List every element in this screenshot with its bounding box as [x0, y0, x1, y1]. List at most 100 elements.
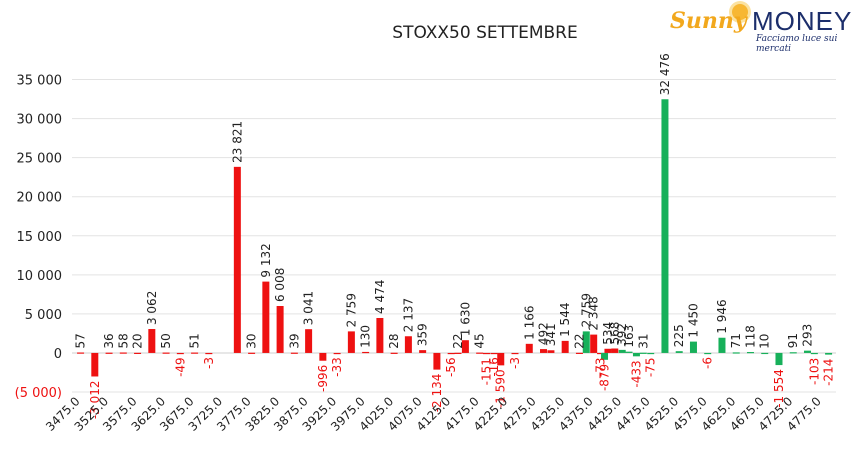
bar — [575, 352, 583, 354]
bar — [810, 352, 818, 355]
bar — [91, 352, 99, 377]
data-label: 58 — [116, 333, 130, 348]
bar — [447, 352, 455, 355]
bar — [134, 352, 142, 354]
bar — [390, 352, 398, 354]
data-label: 1 166 — [522, 305, 536, 339]
bar — [333, 352, 341, 355]
data-label: 51 — [188, 333, 202, 348]
bar — [347, 331, 355, 353]
y-tick-label: 20 000 — [17, 191, 63, 206]
bar — [77, 352, 85, 354]
bar — [761, 352, 769, 355]
bar — [511, 352, 519, 355]
bar — [376, 317, 384, 353]
bar — [319, 352, 327, 361]
bar — [632, 352, 640, 357]
bar — [590, 334, 598, 353]
data-label: 1 630 — [458, 302, 472, 336]
data-label: 36 — [102, 333, 116, 348]
data-label: -214 — [822, 359, 836, 386]
data-label: 534 — [601, 322, 615, 345]
bar — [746, 352, 754, 354]
data-label: 163 — [622, 325, 636, 348]
bar — [604, 348, 612, 353]
bar — [775, 352, 783, 366]
data-label: 3 041 — [302, 291, 316, 325]
data-label: 6 008 — [273, 268, 287, 302]
bar — [825, 352, 833, 355]
data-label: 2 348 — [587, 296, 601, 330]
data-label: 20 — [131, 334, 145, 349]
bar — [803, 350, 811, 353]
data-label: -49 — [173, 357, 187, 377]
data-label: 118 — [743, 325, 757, 348]
bar — [162, 352, 170, 354]
sun-icon — [732, 4, 748, 20]
bar — [454, 352, 462, 354]
data-label: -3 012 — [88, 380, 102, 419]
bar — [404, 336, 412, 353]
data-label: 31 — [636, 333, 650, 348]
bar — [262, 281, 270, 353]
data-label: 23 821 — [230, 121, 244, 163]
bar — [419, 350, 427, 353]
bar — [461, 340, 469, 353]
data-label: -433 — [629, 360, 643, 387]
bar — [191, 352, 199, 354]
logo-brand-left: Sunny — [670, 8, 747, 34]
bar — [618, 349, 626, 353]
bar — [689, 341, 697, 353]
bar — [601, 352, 609, 360]
data-label: -1 554 — [772, 369, 786, 408]
data-label: 10 — [758, 334, 772, 349]
data-label: -2 134 — [430, 374, 444, 413]
data-label: 341 — [544, 323, 558, 346]
chart-title: STOXX50 SETTEMBRE — [392, 23, 577, 43]
y-tick-label: 25 000 — [17, 152, 63, 167]
gridlines — [72, 79, 836, 393]
bar — [597, 352, 605, 355]
data-label: 45 — [473, 333, 487, 348]
data-label: 71 — [729, 333, 743, 348]
bar — [639, 352, 647, 354]
data-label: 1 450 — [686, 303, 700, 337]
data-label: -103 — [807, 358, 821, 385]
data-label: -6 — [701, 357, 715, 369]
bar — [732, 352, 740, 354]
data-label: 57 — [74, 333, 88, 348]
bar — [276, 306, 284, 353]
data-label: 2 137 — [401, 298, 415, 332]
data-label: 50 — [159, 333, 173, 348]
data-label: 4 474 — [373, 280, 387, 314]
y-tick-label: 30 000 — [17, 113, 63, 128]
bar — [497, 352, 505, 366]
bar — [362, 351, 370, 354]
data-label: -56 — [444, 357, 458, 377]
bar — [675, 351, 683, 353]
bar — [625, 351, 633, 353]
data-label: 32 476 — [658, 53, 672, 95]
bar — [582, 331, 590, 353]
data-label: -33 — [330, 357, 344, 377]
sunny-money-logo: Sunny MONEY Facciamo luce sui mercati — [668, 4, 866, 54]
y-tick-label: 10 000 — [17, 269, 63, 284]
data-label: 568 — [608, 322, 622, 345]
data-label: 22 — [572, 333, 586, 348]
bar — [119, 352, 127, 354]
data-label: 2 759 — [344, 293, 358, 327]
data-label: -151 — [479, 358, 493, 385]
bar — [661, 99, 669, 353]
data-label: 39 — [287, 333, 301, 348]
data-label: 1 544 — [558, 303, 572, 337]
y-tick-label: (5 000) — [15, 386, 62, 401]
bar — [561, 340, 569, 353]
bar — [490, 352, 498, 355]
bar — [105, 352, 113, 354]
y-axis-tick-labels: (5 000) 0 5 000 10 000 15 000 20 000 25 000 30 … — [15, 74, 62, 401]
data-label: -879 — [598, 364, 612, 391]
data-label: 359 — [416, 323, 430, 346]
y-tick-label: 35 000 — [17, 74, 63, 89]
bar — [611, 348, 619, 353]
